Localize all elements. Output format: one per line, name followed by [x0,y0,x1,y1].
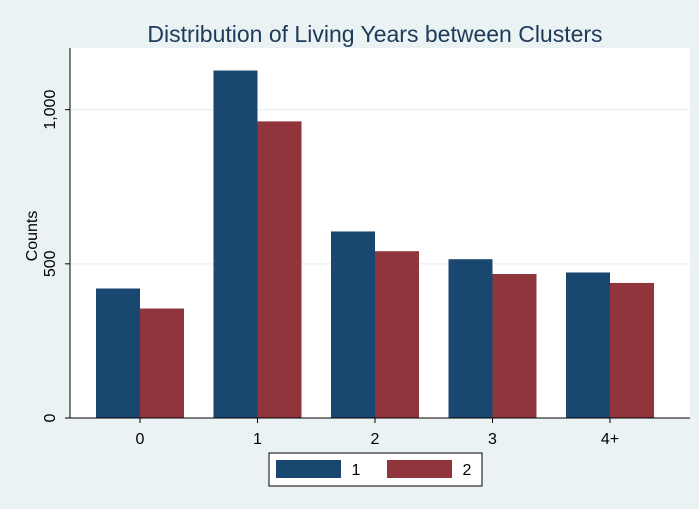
bar [257,121,302,418]
bar [331,231,375,418]
bar [96,288,140,418]
bar [566,272,610,418]
legend-label: 2 [463,462,472,479]
legend-swatch [276,460,341,478]
bar [213,70,258,418]
x-tick-label: 0 [136,431,145,448]
bar [140,308,184,418]
legend-swatch [387,460,452,478]
chart-title: Distribution of Living Years between Clu… [147,21,602,47]
legend-label: 1 [352,462,361,479]
y-tick-label: 0 [42,413,59,422]
x-tick-label: 2 [371,431,380,448]
bar [610,282,654,418]
x-tick-label: 3 [488,431,497,448]
y-axis-label: Counts [24,211,41,262]
bar [492,274,537,418]
bar [448,259,493,418]
bars [96,70,654,418]
y-ticks: 0 500 1,000 [42,90,70,422]
x-tick-label: 4+ [601,431,619,448]
y-tick-label: 500 [42,250,59,277]
x-tick-label: 1 [253,431,262,448]
x-ticks: 0 1 2 3 4+ [136,418,619,448]
bar [375,251,419,418]
y-tick-label: 1,000 [42,90,59,130]
